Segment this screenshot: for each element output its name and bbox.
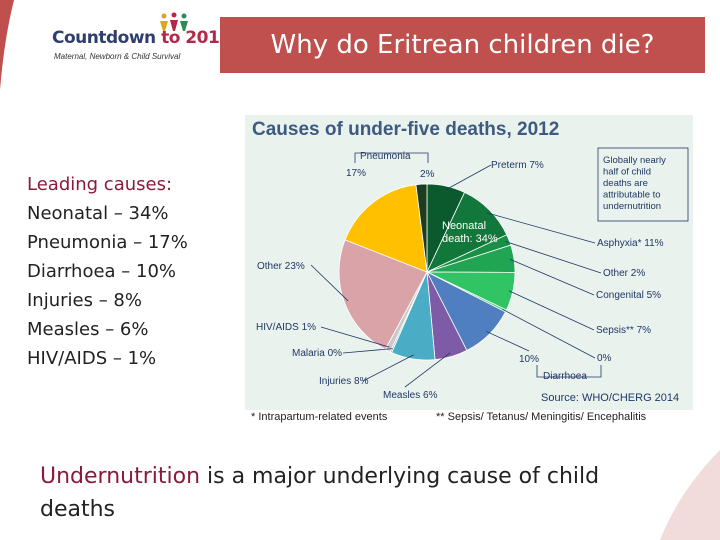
leading-causes-list: Leading causes: Neonatal – 34% Pneumonia… [27,170,188,373]
label-neonatal-zero: 0% [597,353,612,364]
label-measles: Measles 6% [383,390,438,401]
label-sepsis: Sepsis** 7% [596,325,651,336]
cause-item: Neonatal – 34% [27,203,169,224]
leader-line [486,212,596,244]
leader-line [486,331,530,352]
leader-line [502,308,596,359]
countdown-logo: Countdown to 2015 Maternal, Newborn & Ch… [50,12,231,64]
diarrhoea-bracket [536,365,602,378]
cause-item: Injuries – 8% [27,290,142,311]
undernutrition-statement: Undernutrition is a major underlying cau… [40,460,660,526]
note-box [597,147,689,222]
leader-line [505,240,602,274]
decorative-swoosh-left [0,0,14,90]
pie-chart-panel: Causes of under-five deaths, 2012 Preter… [245,115,693,425]
decorative-swoosh-right [660,450,720,540]
label-neonatal-group: Neonatal death: 34% [442,220,498,245]
label-preterm: Preterm 7% [491,160,544,171]
label-pneumonia-small-pct: 2% [420,169,435,180]
label-congenital: Congenital 5% [596,290,661,301]
label-diarrhoea-group: Diarrhoea [543,371,587,382]
label-pneumonia-pct: 17% [346,168,366,179]
leading-causes-heading: Leading causes: [27,174,173,195]
label-pneumonia-group: Pneumonia [360,151,411,162]
undernutrition-rest: is a major underlying cause of child dea… [40,464,600,522]
logo-subtitle: Maternal, Newborn & Child Survival [54,52,181,61]
leader-line [342,348,393,354]
leader-line [508,290,595,331]
people-figures-icon [160,12,188,31]
label-hiv-aids: HIV/AIDS 1% [256,322,316,333]
cause-item: Measles – 6% [27,319,149,340]
label-malaria: Malaria 0% [292,348,342,359]
page-title: Why do Eritrean children die? [220,17,705,73]
pie-chart: Preterm 7% Asphyxia* 11% Other 2% Congen… [256,147,689,404]
leader-line [362,354,414,382]
logo-wordmark: Countdown to 2015 [52,28,231,48]
leader-line [310,264,349,302]
pie-slice [344,184,428,273]
label-asphyxia: Asphyxia* 11% [597,238,664,249]
cause-item: Pneumonia – 17% [27,232,188,253]
note-box-text: Globally nearly half of child deaths are at… [603,155,666,212]
cause-item: Diarrhoea – 10% [27,261,177,282]
chart-title: Causes of under-five deaths, 2012 [252,119,560,140]
cause-item: HIV/AIDS – 1% [27,348,157,369]
label-injuries: Injuries 8% [319,376,369,387]
leader-line [509,258,595,296]
label-other: Other 23% [257,261,305,272]
label-diarrhoea-pct: 10% [519,354,539,365]
pneumonia-bracket [354,152,429,163]
leader-line [445,164,492,191]
label-other-neonatal: Other 2% [603,268,645,279]
leader-line [404,352,451,388]
undernutrition-emphasis: Undernutrition [40,464,201,489]
chart-source: Source: WHO/CHERG 2014 [541,392,679,404]
pie-slice [415,183,428,273]
leader-line [320,326,390,348]
